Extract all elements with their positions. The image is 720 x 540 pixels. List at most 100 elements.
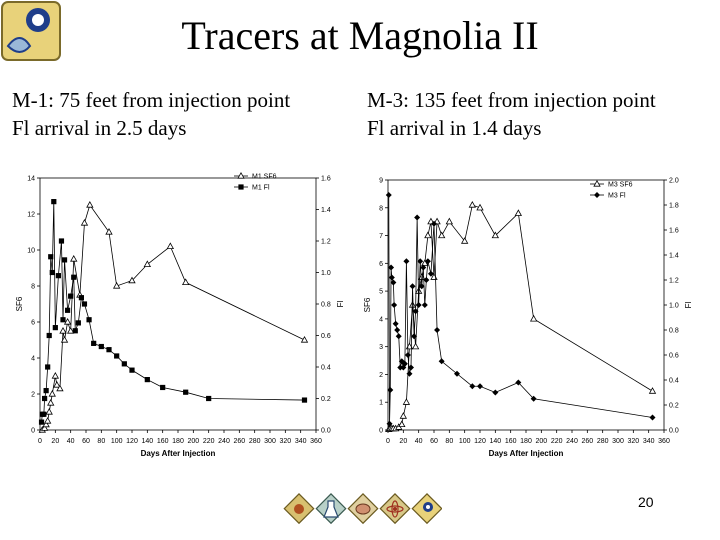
- data-point: [41, 411, 47, 417]
- legend-label: M3 SF6: [608, 182, 633, 189]
- right-caption-line-1: M-3: 135 feet from injection point: [367, 88, 656, 112]
- data-point: [300, 335, 309, 343]
- data-point: [238, 184, 244, 190]
- x-tick-label: 0: [386, 438, 390, 445]
- x-tick-label: 20: [51, 438, 59, 445]
- y2-tick-label: 0.8: [321, 302, 331, 309]
- data-point: [402, 398, 411, 405]
- y-tick-label: 4: [379, 316, 383, 323]
- data-point: [411, 333, 418, 340]
- x-tick-label: 220: [203, 438, 215, 445]
- legend-label: M3 Fl: [608, 193, 626, 200]
- data-point: [409, 283, 416, 290]
- data-point: [594, 192, 600, 198]
- plot-frame: [387, 179, 665, 431]
- data-point: [65, 307, 71, 313]
- y-tick-label: 0: [31, 428, 35, 435]
- data-point: [401, 360, 408, 367]
- data-point: [421, 302, 428, 308]
- m3-chart-svg: 0 20 40 60 80 100 120 140 160 180 200 220 240 260 280 3…: [363, 178, 693, 459]
- y-tick-label: 2: [31, 392, 35, 399]
- x-tick-label: 260: [233, 438, 245, 445]
- data-point: [415, 302, 422, 308]
- y2-axis-label: Fl: [684, 301, 693, 308]
- data-point: [80, 218, 89, 226]
- data-point: [51, 371, 60, 379]
- data-point: [56, 384, 64, 392]
- y-axis-label: SF6: [363, 297, 372, 312]
- m1-tracer-chart: 0 20 40 60 80 100 120 140 160 180 200 220 240 260 280 3…: [8, 168, 348, 468]
- data-point: [390, 279, 397, 286]
- data-point: [514, 209, 523, 216]
- x-tick-label: 180: [172, 438, 184, 445]
- x-tick-label: 300: [612, 438, 624, 445]
- brain-icon: [347, 493, 379, 525]
- data-point: [43, 416, 52, 424]
- data-point: [128, 276, 136, 284]
- data-point: [424, 258, 431, 265]
- x-tick-label: 360: [310, 438, 322, 445]
- data-point: [395, 333, 402, 340]
- data-point: [61, 257, 68, 263]
- y2-tick-label: 1.4: [321, 207, 331, 214]
- data-point: [437, 231, 446, 239]
- data-point: [206, 395, 212, 402]
- data-point: [60, 317, 66, 323]
- x-tick-label: 180: [520, 438, 532, 445]
- data-point: [46, 332, 52, 339]
- data-point: [38, 419, 45, 425]
- y-tick-label: 5: [379, 289, 383, 296]
- y-tick-label: 6: [31, 320, 35, 327]
- data-point: [427, 270, 434, 277]
- data-point: [51, 199, 57, 205]
- x-tick-label: 60: [430, 438, 438, 445]
- data-point: [52, 325, 58, 331]
- m3-tracer-chart: 0 20 40 60 80 100 120 140 160 180 200 220 240 260 280 3…: [360, 168, 700, 468]
- data-point: [106, 347, 112, 353]
- data-point: [121, 361, 127, 367]
- y-tick-label: 4: [31, 356, 35, 363]
- y-tick-label: 2: [379, 372, 383, 379]
- y2-tick-label: 1.0: [321, 270, 331, 277]
- x-tick-label: 160: [157, 438, 169, 445]
- data-point: [45, 407, 53, 415]
- y-tick-label: 10: [27, 248, 35, 255]
- data-point: [301, 397, 308, 403]
- data-point: [388, 264, 395, 271]
- right-caption: M-3: 135 feet from injection point Fl ar…: [367, 86, 656, 142]
- series-line: [388, 204, 653, 430]
- data-point: [412, 308, 419, 315]
- legend-label: M1 Fl: [252, 185, 270, 192]
- data-point: [400, 364, 407, 371]
- data-point: [649, 414, 656, 421]
- data-point: [86, 317, 92, 323]
- data-point: [98, 343, 104, 350]
- y-tick-label: 8: [379, 205, 383, 212]
- data-point: [593, 179, 601, 187]
- data-point: [403, 258, 410, 265]
- data-point: [423, 277, 430, 283]
- legend-label: M1 SF6: [252, 174, 277, 181]
- data-point: [491, 231, 500, 239]
- data-point: [75, 320, 81, 326]
- x-tick-label: 260: [581, 438, 593, 445]
- data-point: [408, 364, 414, 371]
- logo-small-icon: [411, 493, 442, 525]
- data-point: [438, 358, 445, 365]
- y-tick-label: 8: [31, 284, 35, 291]
- data-point: [391, 302, 398, 308]
- data-point: [397, 364, 404, 371]
- data-point: [81, 301, 88, 307]
- data-point: [386, 420, 393, 427]
- y-tick-label: 6: [379, 261, 383, 268]
- y-axis-label: SF6: [15, 296, 24, 311]
- footer-icon-row: [283, 493, 442, 525]
- data-point: [43, 388, 49, 394]
- data-point: [394, 327, 401, 333]
- m1-chart-svg: 0 20 40 60 80 100 120 140 160 180 200 220 240 260 280 3…: [15, 171, 345, 458]
- x-tick-label: 0: [38, 438, 42, 445]
- y2-tick-label: 0.0: [321, 428, 331, 435]
- data-point: [112, 281, 121, 289]
- x-tick-label: 280: [597, 438, 609, 445]
- x-tick-label: 100: [111, 438, 123, 445]
